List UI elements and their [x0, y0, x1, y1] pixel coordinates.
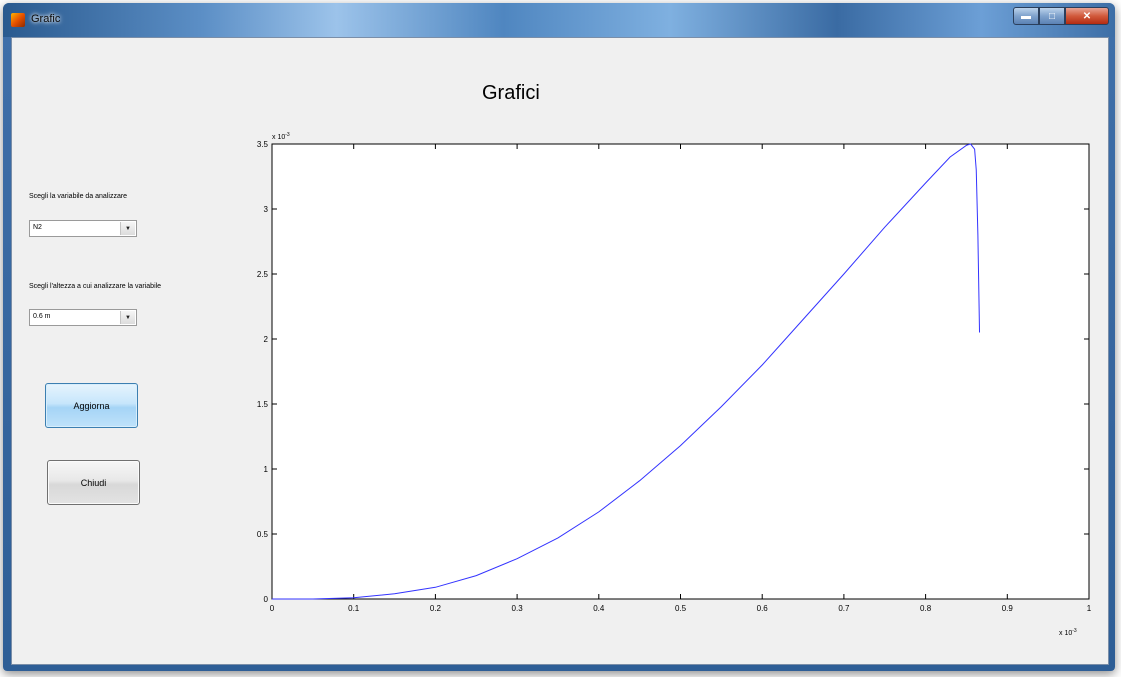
x-tick-label: 0.8 [920, 604, 932, 613]
chevron-down-icon: ▼ [120, 311, 135, 324]
variable-dropdown-value: N2 [33, 224, 42, 231]
maximize-button[interactable]: □ [1039, 7, 1065, 25]
x-multiplier-label: x 10-3 [1059, 628, 1077, 637]
minimize-icon: ▬ [1021, 10, 1031, 22]
matlab-icon [11, 13, 25, 27]
line-chart: 0 0.1 0.2 0.3 0.4 0.5 0.6 0.7 0.8 0.9 1 0 0.5 1 1.5 2 2.… [257, 132, 1092, 637]
close-icon: ✕ [1082, 10, 1092, 22]
x-tick-label: 0.2 [430, 604, 442, 613]
y-tick-label: 2 [264, 335, 269, 344]
x-tick-label: 0.5 [675, 604, 687, 613]
y-tick-label: 2.5 [257, 270, 269, 279]
x-tick-label: 0.9 [1002, 604, 1014, 613]
minimize-button[interactable]: ▬ [1013, 7, 1039, 25]
y-tick-label: 1.5 [257, 400, 269, 409]
window-controls: ▬ □ ✕ [1013, 7, 1109, 25]
y-tick-label: 3 [264, 205, 269, 214]
window-title: Grafic [31, 13, 61, 25]
close-figure-button[interactable]: Chiudi [47, 460, 140, 505]
update-button[interactable]: Aggiorna [45, 383, 138, 428]
figure-client-area: Grafici Scegli la variabile da analizzar… [11, 37, 1109, 665]
x-tick-label: 0.6 [757, 604, 769, 613]
height-label: Scegli l'altezza a cui analizzare la var… [29, 283, 162, 290]
series-line [272, 143, 981, 600]
x-tick-label: 0.1 [348, 604, 360, 613]
app-window: Grafic ▬ □ ✕ Grafici Scegli la variabile… [3, 3, 1115, 671]
x-tick-label: 0.4 [593, 604, 605, 613]
figure-title: Grafici [482, 82, 540, 104]
variable-label: Scegli la variabile da analizzare [29, 193, 128, 200]
x-tick-label: 0.3 [512, 604, 524, 613]
height-dropdown[interactable]: 0.6 m ▼ [29, 309, 137, 326]
y-multiplier-label: x 10-3 [272, 132, 290, 141]
title-bar[interactable]: Grafic ▬ □ ✕ [3, 3, 1115, 37]
x-tick-label: 1 [1087, 604, 1092, 613]
x-tick-label: 0 [270, 604, 275, 613]
plot-area [271, 143, 1090, 600]
chevron-down-icon: ▼ [120, 222, 135, 235]
close-button[interactable]: ✕ [1065, 7, 1109, 25]
x-tick-label: 0.7 [838, 604, 850, 613]
variable-dropdown[interactable]: N2 ▼ [29, 220, 137, 237]
maximize-icon: □ [1048, 10, 1056, 22]
y-tick-label: 0.5 [257, 530, 269, 539]
height-dropdown-value: 0.6 m [33, 313, 51, 320]
y-tick-label: 0 [264, 595, 269, 604]
y-tick-label: 3.5 [257, 140, 269, 149]
y-tick-label: 1 [264, 465, 269, 474]
